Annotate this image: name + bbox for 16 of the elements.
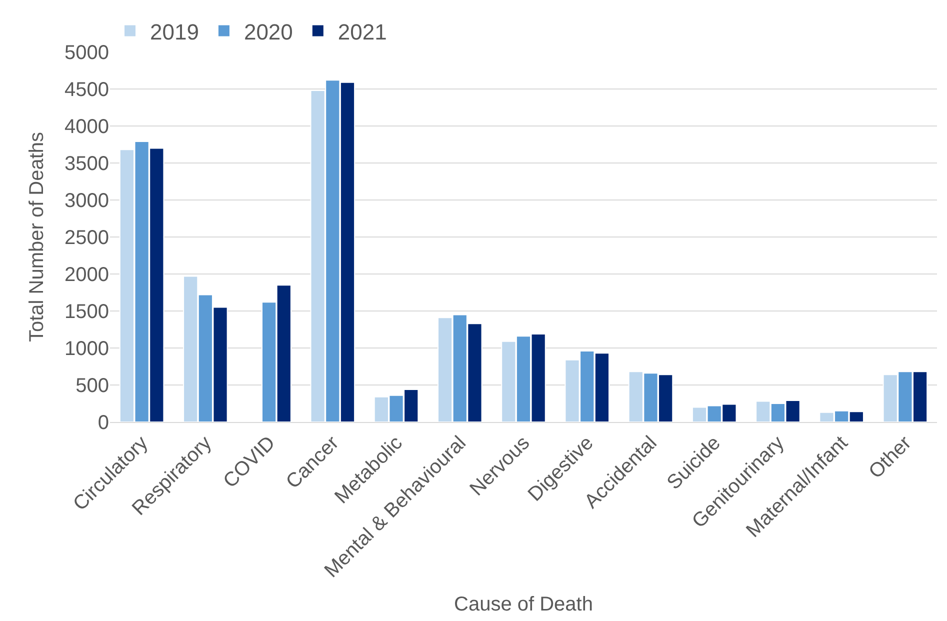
y-tick-label: 1000 (64, 338, 109, 360)
y-tick-label: 4500 (64, 79, 109, 101)
y-tick-label: 4000 (64, 116, 109, 138)
y-tick-label: 2000 (64, 264, 109, 286)
legend-label: 2021 (338, 19, 387, 44)
y-tick-label: 2500 (64, 227, 109, 249)
x-axis-title: Cause of Death (454, 594, 593, 616)
y-tick-label: 3000 (64, 190, 109, 212)
legend-label: 2020 (244, 19, 293, 44)
y-tick-label: 1500 (64, 301, 109, 323)
y-tick-label: 5000 (64, 42, 109, 64)
legend-label: 2019 (150, 19, 199, 44)
y-axis-title: Total Number of Deaths (26, 132, 48, 342)
y-tick-label: 3500 (64, 153, 109, 175)
y-tick-label: 0 (98, 412, 109, 434)
y-tick-label: 500 (76, 375, 109, 397)
